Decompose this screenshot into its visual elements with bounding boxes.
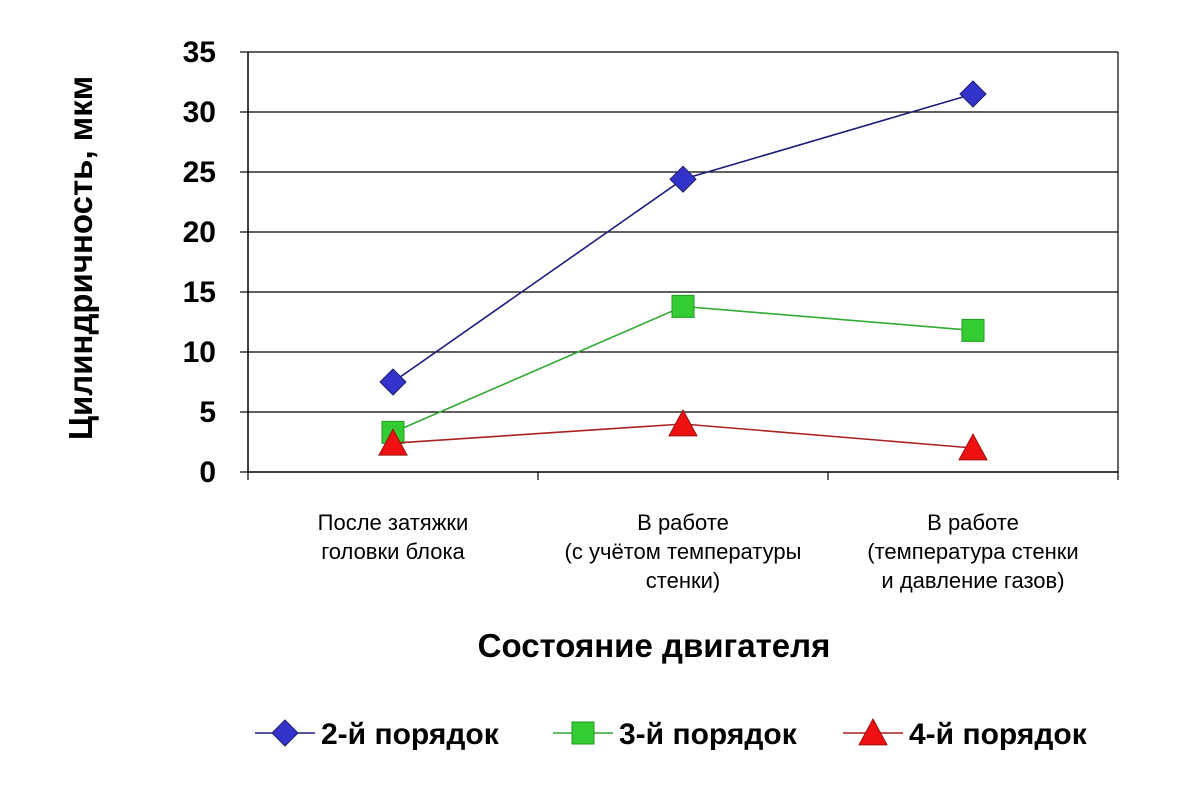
data-point xyxy=(958,432,988,461)
y-tick-label: 20 xyxy=(183,216,216,249)
x-tick-label: После затяжки головки блока xyxy=(318,510,469,564)
y-tick-label: 15 xyxy=(183,276,216,309)
grid-layer xyxy=(248,51,1118,413)
data-point xyxy=(671,294,695,318)
x-tick-label-line: После затяжки xyxy=(318,510,469,535)
x-tick-label-line: В работе xyxy=(927,510,1019,535)
x-tick-label-line: стенки) xyxy=(646,568,720,593)
legend-label: 4-й порядок xyxy=(909,718,1088,751)
y-tick-label: 5 xyxy=(199,396,216,429)
legend-marker xyxy=(858,717,888,746)
legend-marker xyxy=(271,719,299,747)
x-tick-label-line: (с учётом температуры xyxy=(565,539,802,564)
legend-label: 2-й порядок xyxy=(321,718,500,751)
data-point xyxy=(959,80,987,108)
x-tick-label: В работе (с учётом температуры стенки) xyxy=(565,510,802,593)
legend-item: 4-й порядок xyxy=(843,717,1088,751)
x-tick-label-line: и давление газов) xyxy=(881,568,1064,593)
x-tick-label-line: В работе xyxy=(637,510,729,535)
y-tick-label: 0 xyxy=(199,456,216,489)
data-point xyxy=(378,428,408,456)
data-point xyxy=(379,368,407,396)
series-3 xyxy=(378,408,988,461)
data-point xyxy=(669,165,697,193)
series-1 xyxy=(379,80,987,396)
y-tick-label: 10 xyxy=(183,336,216,369)
series-line xyxy=(392,93,974,383)
data-point xyxy=(961,318,985,342)
x-tick-label: В работе (температура стенки и давление га… xyxy=(867,510,1078,593)
legend-label: 3-й порядок xyxy=(619,718,798,751)
series-layer xyxy=(378,80,988,461)
x-tick-label-line: (температура стенки xyxy=(867,539,1078,564)
data-point xyxy=(668,408,698,437)
y-tick-label: 30 xyxy=(183,96,216,129)
x-tick-labels: После затяжки головки блока В работе (с учё… xyxy=(318,510,1079,593)
y-tick-label: 35 xyxy=(183,36,216,69)
y-tick-label: 25 xyxy=(183,156,216,189)
y-axis-title: Цилиндричность, мкм xyxy=(62,76,99,440)
legend-item: 3-й порядок xyxy=(553,718,798,751)
legend-marker xyxy=(571,721,595,745)
x-axis-title: Состояние двигателя xyxy=(478,627,831,664)
y-tick-labels: 0 5 10 15 20 25 30 35 xyxy=(183,36,216,489)
x-tick-label-line: головки блока xyxy=(321,539,465,564)
legend-item: 2-й порядок xyxy=(255,718,500,751)
axes xyxy=(240,51,1119,480)
legend: 2-й порядок 3-й порядок 4-й порядок xyxy=(255,717,1088,751)
